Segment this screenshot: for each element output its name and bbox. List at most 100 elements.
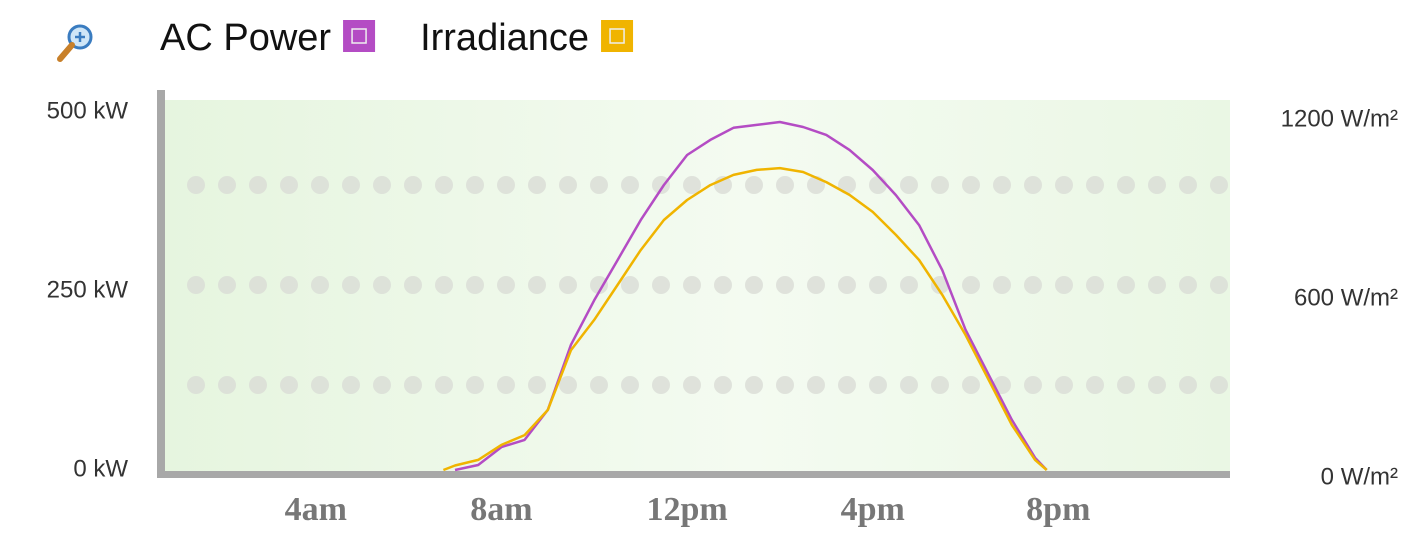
series-line: [442, 166, 1048, 472]
dot: [621, 276, 639, 294]
dot: [528, 176, 546, 194]
dot: [218, 176, 236, 194]
dot: [745, 176, 763, 194]
dot: [1055, 376, 1073, 394]
dot: [1117, 276, 1135, 294]
y2-tick-label: 0 W/m²: [1321, 463, 1398, 490]
dot: [714, 376, 732, 394]
legend-label[interactable]: Irradiance: [420, 17, 589, 59]
dot: [683, 376, 701, 394]
x-axis-line: [157, 471, 1230, 478]
dot: [931, 176, 949, 194]
dot: [466, 376, 484, 394]
dot: [621, 376, 639, 394]
dot: [1179, 276, 1197, 294]
dot: [311, 276, 329, 294]
dot: [1210, 376, 1228, 394]
dot: [652, 276, 670, 294]
dot: [931, 276, 949, 294]
dot: [745, 376, 763, 394]
dot: [838, 176, 856, 194]
dot: [528, 276, 546, 294]
dot: [249, 176, 267, 194]
dot: [621, 176, 639, 194]
x-tick-label: 8am: [470, 491, 532, 528]
y2-tick-label: 1200 W/m²: [1281, 105, 1398, 132]
y-tick-label: 250 kW: [47, 276, 129, 303]
dot: [435, 276, 453, 294]
y-axis-line: [157, 90, 165, 478]
y2-tick-label: 600 W/m²: [1294, 284, 1398, 311]
dot: [373, 276, 391, 294]
dot: [497, 376, 515, 394]
dot: [900, 376, 918, 394]
dot: [311, 176, 329, 194]
dot: [342, 176, 360, 194]
dot: [466, 276, 484, 294]
dot: [1055, 176, 1073, 194]
dot: [311, 376, 329, 394]
dot: [1086, 276, 1104, 294]
dot: [652, 376, 670, 394]
dot: [404, 376, 422, 394]
dot: [869, 176, 887, 194]
dot: [900, 276, 918, 294]
dot: [187, 276, 205, 294]
dot: [404, 276, 422, 294]
dot: [187, 176, 205, 194]
legend-label[interactable]: AC Power: [160, 17, 331, 59]
dot: [714, 276, 732, 294]
dot: [497, 176, 515, 194]
legend: AC Power Irradiance: [160, 17, 634, 59]
dot: [993, 176, 1011, 194]
dot: [373, 176, 391, 194]
dot: [218, 376, 236, 394]
dot: [559, 376, 577, 394]
dot: [373, 376, 391, 394]
dot: [218, 276, 236, 294]
dot: [776, 276, 794, 294]
y-tick-label: 0 kW: [73, 455, 128, 482]
dot: [962, 376, 980, 394]
dot: [962, 276, 980, 294]
dot: [869, 376, 887, 394]
dot: [1024, 176, 1042, 194]
legend-checkbox[interactable]: [601, 20, 634, 52]
decorative-dots: [187, 176, 1228, 394]
dot: [1117, 176, 1135, 194]
dot: [1148, 376, 1166, 394]
dot: [1086, 176, 1104, 194]
dot: [838, 276, 856, 294]
dot: [280, 176, 298, 194]
dot: [1148, 276, 1166, 294]
dot: [962, 176, 980, 194]
dot: [342, 376, 360, 394]
dot: [1179, 176, 1197, 194]
dot: [187, 376, 205, 394]
dot: [497, 276, 515, 294]
dot: [528, 376, 546, 394]
dot: [1179, 376, 1197, 394]
dot: [1086, 376, 1104, 394]
dot: [683, 176, 701, 194]
dot: [590, 376, 608, 394]
dot: [900, 176, 918, 194]
dot: [931, 376, 949, 394]
dot: [869, 276, 887, 294]
dot: [559, 276, 577, 294]
zoom-icon[interactable]: [57, 24, 93, 62]
dot: [249, 376, 267, 394]
dot: [776, 376, 794, 394]
legend-checkbox[interactable]: [343, 20, 376, 52]
legend-checkbox-inner[interactable]: [351, 28, 367, 44]
dot: [466, 176, 484, 194]
dot: [993, 276, 1011, 294]
dot: [435, 376, 453, 394]
legend-checkbox-inner[interactable]: [609, 28, 625, 44]
x-tick-label: 4pm: [841, 491, 905, 528]
dot: [1148, 176, 1166, 194]
dot: [435, 176, 453, 194]
dot: [1024, 376, 1042, 394]
dot: [838, 376, 856, 394]
dot: [249, 276, 267, 294]
